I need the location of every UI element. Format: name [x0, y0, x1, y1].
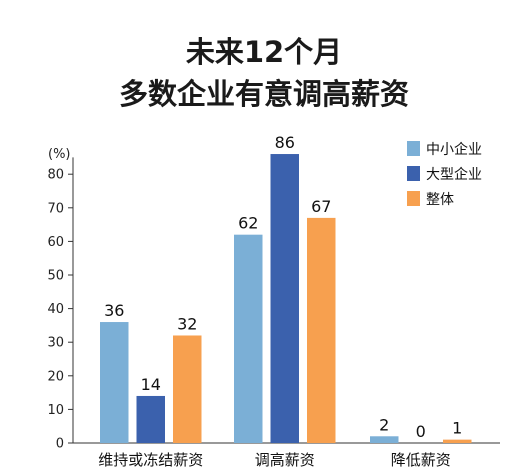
y-tick-label: 10	[47, 403, 64, 418]
bar	[307, 217, 336, 443]
x-category-label: 维持或冻结薪资	[98, 451, 203, 469]
legend-label: 大型企业	[426, 166, 482, 183]
chart-title-line-1: 未来12个月	[185, 35, 343, 69]
bar	[173, 335, 202, 443]
legend-swatch	[407, 166, 420, 181]
bar	[443, 439, 472, 443]
bar	[100, 322, 129, 443]
x-category-label: 降低薪资	[391, 451, 451, 469]
y-tick-label: 40	[47, 302, 64, 317]
data-label: 62	[238, 214, 258, 233]
x-category-label: 调高薪资	[255, 451, 315, 469]
data-label: 1	[452, 419, 462, 438]
legend-label: 整体	[426, 192, 454, 208]
data-label: 36	[104, 301, 124, 320]
data-label: 14	[141, 375, 161, 394]
bars: 36 14 32 62 86 67 2 0 1	[100, 133, 472, 444]
bar	[234, 234, 263, 443]
bar	[270, 154, 299, 444]
data-label: 0	[416, 422, 426, 441]
y-axis-unit: (%)	[48, 147, 71, 162]
y-tick-label: 60	[47, 235, 64, 250]
bar	[370, 436, 399, 443]
data-label: 67	[311, 197, 331, 216]
y-tick-label: 20	[47, 369, 64, 384]
data-label: 32	[177, 314, 197, 333]
bar	[136, 395, 165, 443]
legend-label: 中小企业	[426, 141, 482, 158]
data-label: 86	[275, 133, 295, 152]
chart-title-line-2: 多数企业有意调高薪资	[118, 77, 409, 111]
legend-swatch	[407, 141, 420, 156]
data-label: 2	[379, 415, 389, 434]
y-tick-label: 80	[47, 168, 64, 183]
y-tick-label: 30	[47, 336, 64, 351]
y-tick-label: 70	[47, 201, 64, 216]
legend-swatch	[407, 191, 420, 206]
y-tick-label: 50	[47, 269, 64, 284]
y-tick-label: 0	[56, 437, 64, 452]
